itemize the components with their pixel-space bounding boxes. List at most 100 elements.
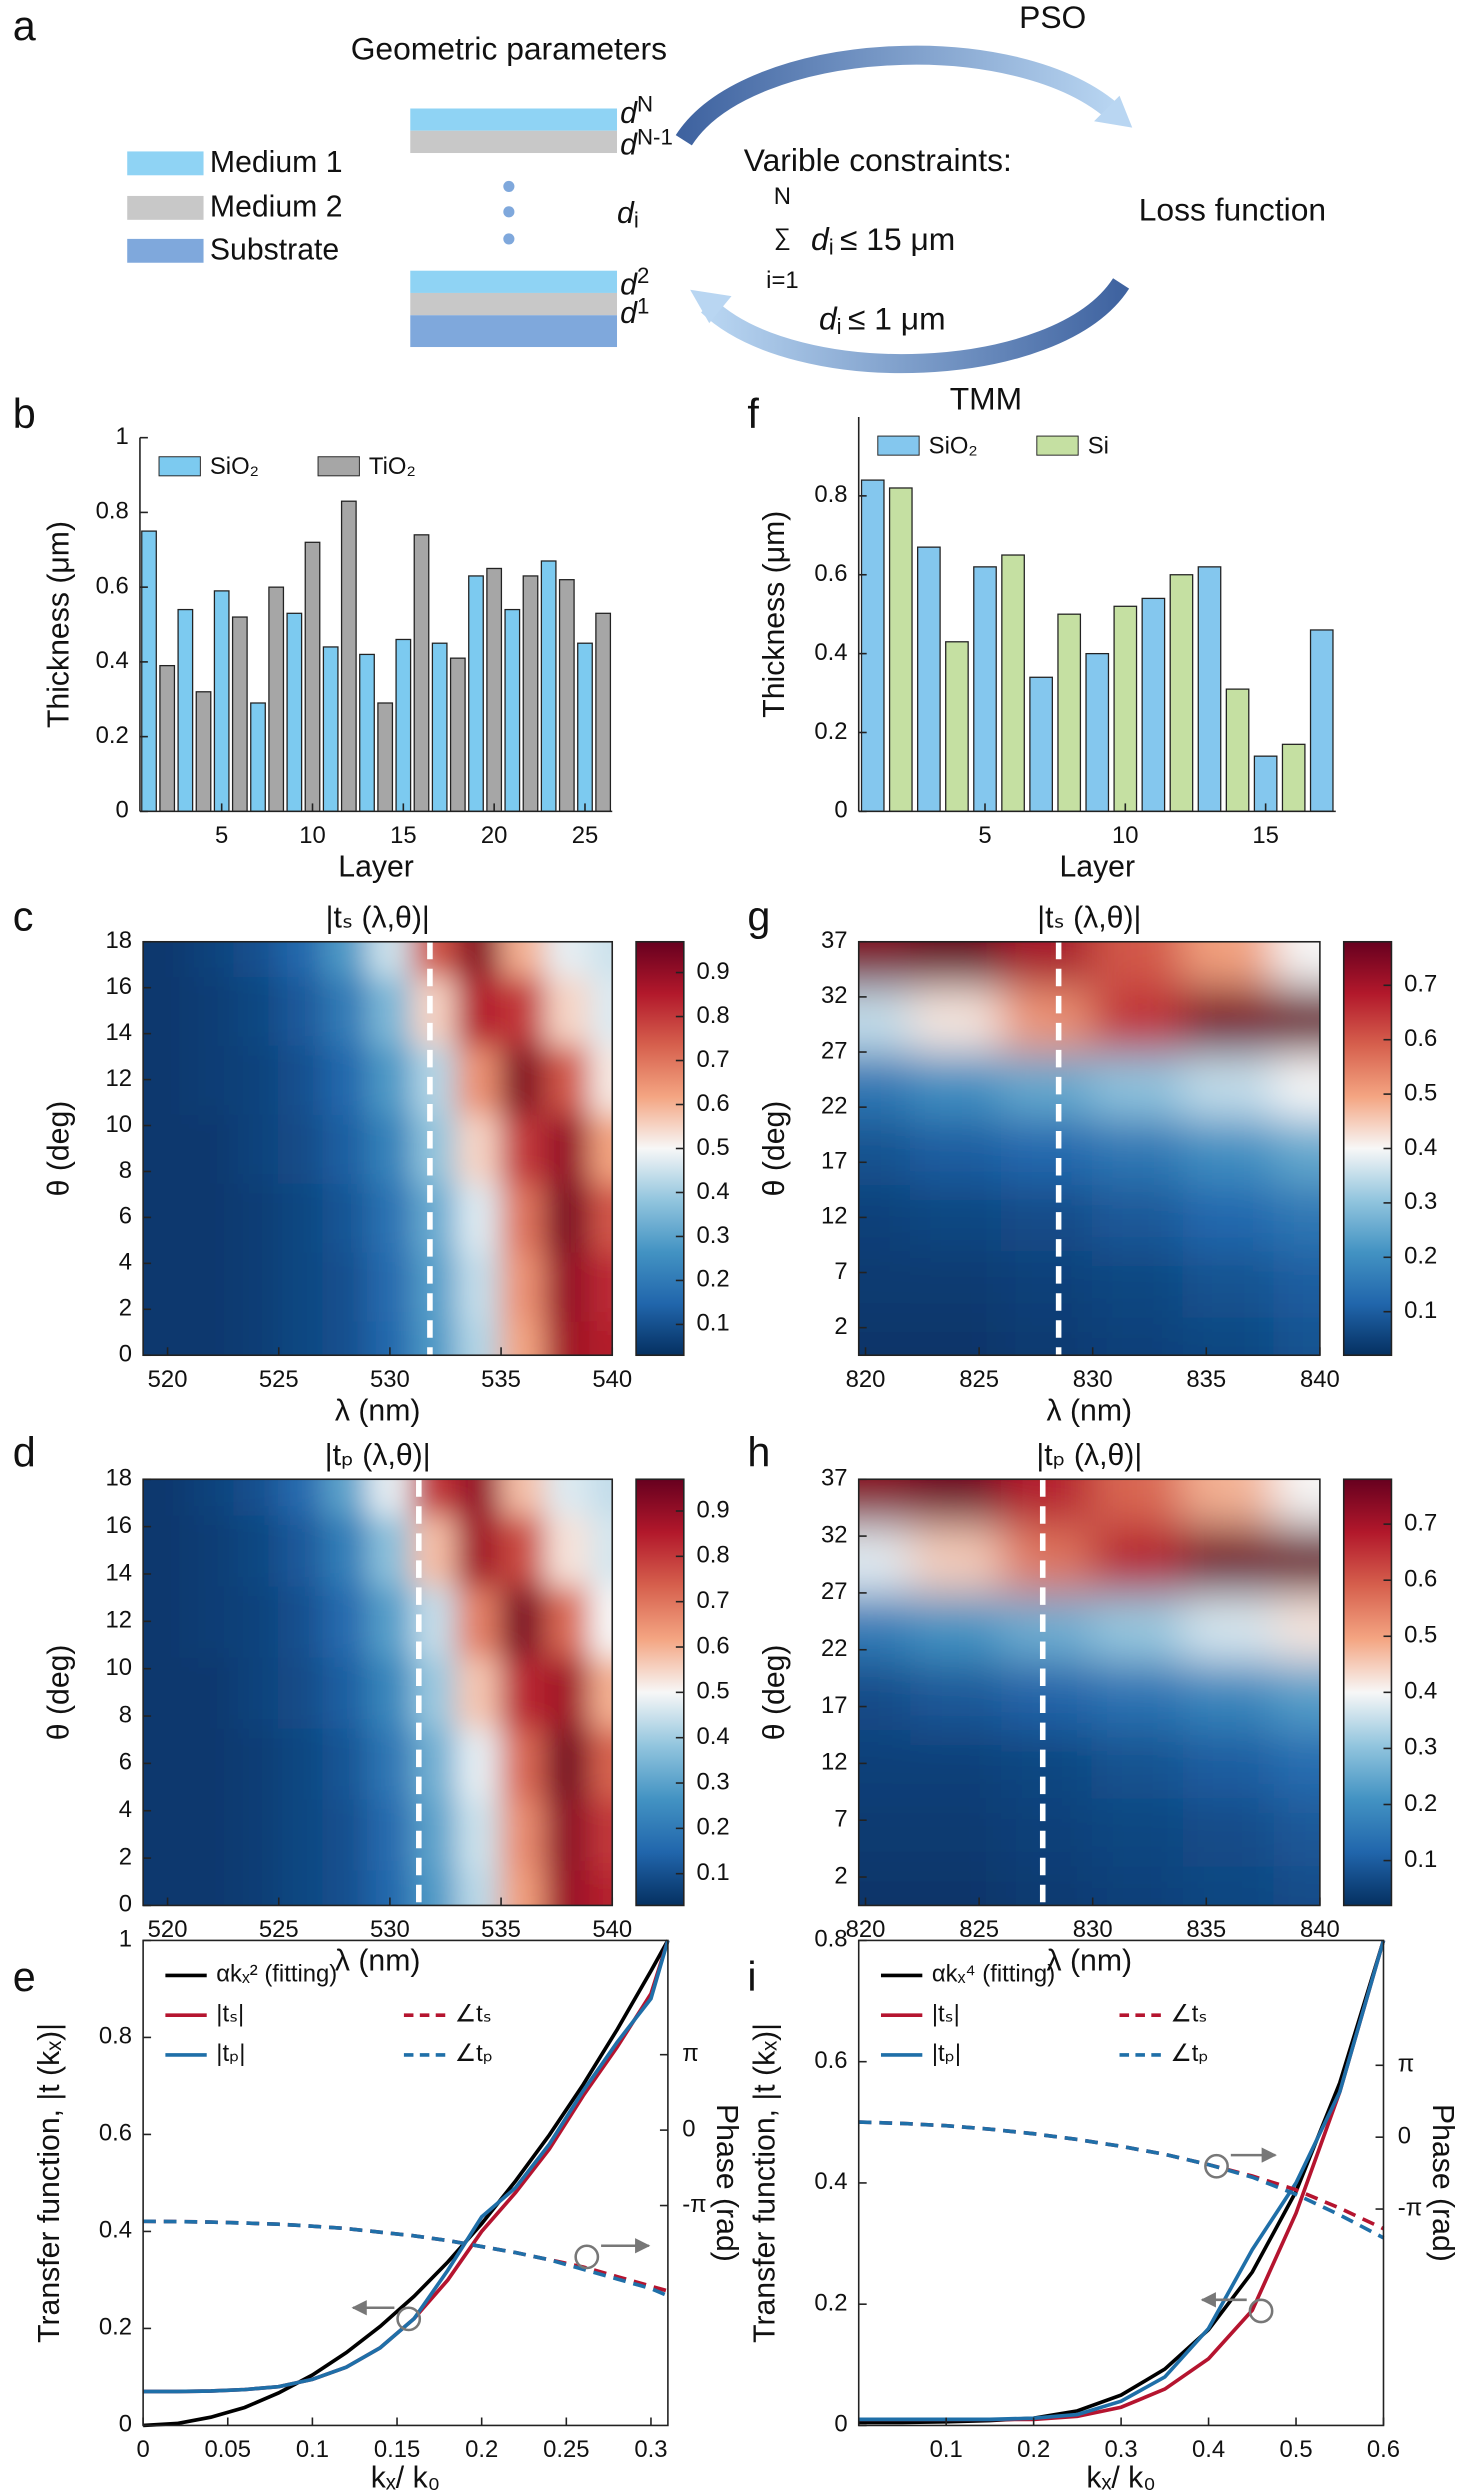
x-tick-label: 540: [592, 1916, 632, 1943]
heatmap-cell: [1001, 1315, 1094, 1356]
ellipsis-dot: [503, 180, 515, 192]
bar: [231, 616, 248, 813]
heatmap-cell: [1182, 985, 1276, 1053]
legend-label: SiO₂: [929, 433, 978, 460]
legend-label: Medium 1: [210, 146, 343, 179]
constraint: di ≤ 15 μm: [811, 221, 955, 259]
heatmap-cell: [589, 1585, 613, 1658]
y-tick-label: 32: [821, 982, 848, 1009]
y-tick-label: 0: [119, 2411, 132, 2438]
legend-swatch: [127, 195, 204, 220]
y-tick-label: 1: [119, 1926, 132, 1953]
colorbar-tick-label: 0.1: [1404, 1297, 1437, 1324]
colorbar-tick-label: 0.7: [1404, 1509, 1437, 1536]
heatmap-cell: [858, 1592, 912, 1662]
heatmap-cell: [277, 941, 325, 978]
colorbar-tick-label: 0.5: [1404, 1622, 1437, 1649]
heatmap-cell: [1273, 1051, 1320, 1119]
bar: [1085, 652, 1110, 813]
heatmap-cell: [233, 1513, 280, 1587]
y-tick-label: 14: [105, 1019, 132, 1046]
bar: [1113, 605, 1138, 813]
x-tick-label: 525: [259, 1366, 299, 1393]
x-axis-label: Layer: [1059, 851, 1135, 884]
bar: [322, 646, 339, 813]
x-tick-label: 535: [481, 1366, 521, 1393]
heatmap-cell: [1001, 1864, 1094, 1906]
constraint: di ≤ 1 μm: [819, 301, 946, 339]
bar: [1141, 597, 1166, 813]
heatmap-cell: [411, 1113, 458, 1184]
heatmap-cell: [455, 1585, 502, 1658]
heatmap-cell: [411, 1319, 458, 1356]
heatmap-cell: [910, 1183, 1003, 1252]
x-tick-label: 15: [1252, 822, 1279, 849]
colorbar-tick-label: 0.3: [697, 1768, 730, 1795]
heatmap-cell: [858, 1796, 912, 1867]
heatmap-cell: [1001, 1728, 1094, 1799]
substrate: [410, 315, 618, 348]
heatmap-cell: [500, 1319, 547, 1356]
x-tick-label: 535: [481, 1916, 521, 1943]
heatmap-cell: [1001, 941, 1094, 987]
heatmap-cell: [233, 1182, 280, 1253]
layer: [410, 270, 618, 293]
ellipsis-dot: [503, 233, 515, 245]
legend-label: ∠tₛ: [455, 2000, 492, 2027]
legend-label: αkₓ⁴ (fitting): [932, 1961, 1055, 1988]
layer: [410, 108, 618, 131]
bar: [268, 586, 285, 813]
heatmap-cell: [322, 1798, 369, 1871]
colorbar-tick-label: 0.3: [1404, 1734, 1437, 1761]
heatmap-cell: [589, 1656, 613, 1729]
y-tick-label: 12: [105, 1065, 132, 1092]
heatmap-cell: [544, 1513, 591, 1587]
heatmap-cell: [858, 985, 912, 1053]
bar: [159, 664, 176, 813]
heatmap-cell: [544, 1479, 591, 1516]
sum-lower: i=1: [766, 267, 798, 294]
legend-label: αkₓ² (fitting): [216, 1961, 337, 1988]
x-tick-label: 0.2: [465, 2436, 498, 2463]
heatmap-cell: [411, 1044, 458, 1115]
y-tick-label: 0.6: [814, 2047, 847, 2074]
layer-label: dN-1: [620, 125, 673, 162]
heatmap-cell: [411, 975, 458, 1046]
legend-label: TiO₂: [369, 453, 416, 480]
heatmap-cell: [322, 1319, 369, 1356]
panel-a: a Geometric parameters PSO TMM Medium 1 …: [13, 0, 1326, 417]
legend-label: ∠tₚ: [455, 2040, 493, 2067]
heatmap-cell: [910, 1796, 1003, 1867]
heatmap-cell: [1091, 1183, 1185, 1252]
chart-title: |tₚ (λ,θ)|: [325, 1439, 431, 1472]
heatmap-cell: [189, 1479, 236, 1516]
heatmap-cell: [277, 1182, 325, 1253]
bar: [504, 608, 521, 813]
colorbar-tick-label: 0.6: [1404, 1025, 1437, 1052]
x-tick-label: 530: [370, 1916, 410, 1943]
heatmap-cell: [544, 1319, 591, 1356]
heatmap-cell: [189, 975, 236, 1046]
heatmap-cell: [500, 1869, 547, 1906]
heatmap: [143, 941, 613, 1356]
x-tick-label: 20: [481, 822, 508, 849]
heatmap-cell: [322, 1585, 369, 1658]
sum-symbol: ∑: [774, 224, 791, 251]
heatmap-cell: [544, 1727, 591, 1800]
panel-label: e: [13, 1954, 36, 2000]
chart-title: |tₛ (λ,θ)|: [326, 901, 430, 934]
y-tick-label: 0: [116, 797, 129, 824]
heatmap-cell: [366, 1727, 413, 1800]
x-tick-label: 825: [959, 1916, 999, 1943]
y-tick-label: 2: [119, 1843, 132, 1870]
legend-label: SiO₂: [210, 453, 259, 480]
heatmap-cell: [1182, 1479, 1276, 1526]
heatmap-cell: [277, 1044, 325, 1115]
colorbar-tick-label: 0.3: [1404, 1188, 1437, 1215]
bar: [1029, 676, 1053, 813]
y-tick-label: 10: [105, 1654, 132, 1681]
x-tick-label: 835: [1186, 1916, 1226, 1943]
heatmap: [858, 941, 1320, 1356]
bar: [860, 479, 885, 813]
